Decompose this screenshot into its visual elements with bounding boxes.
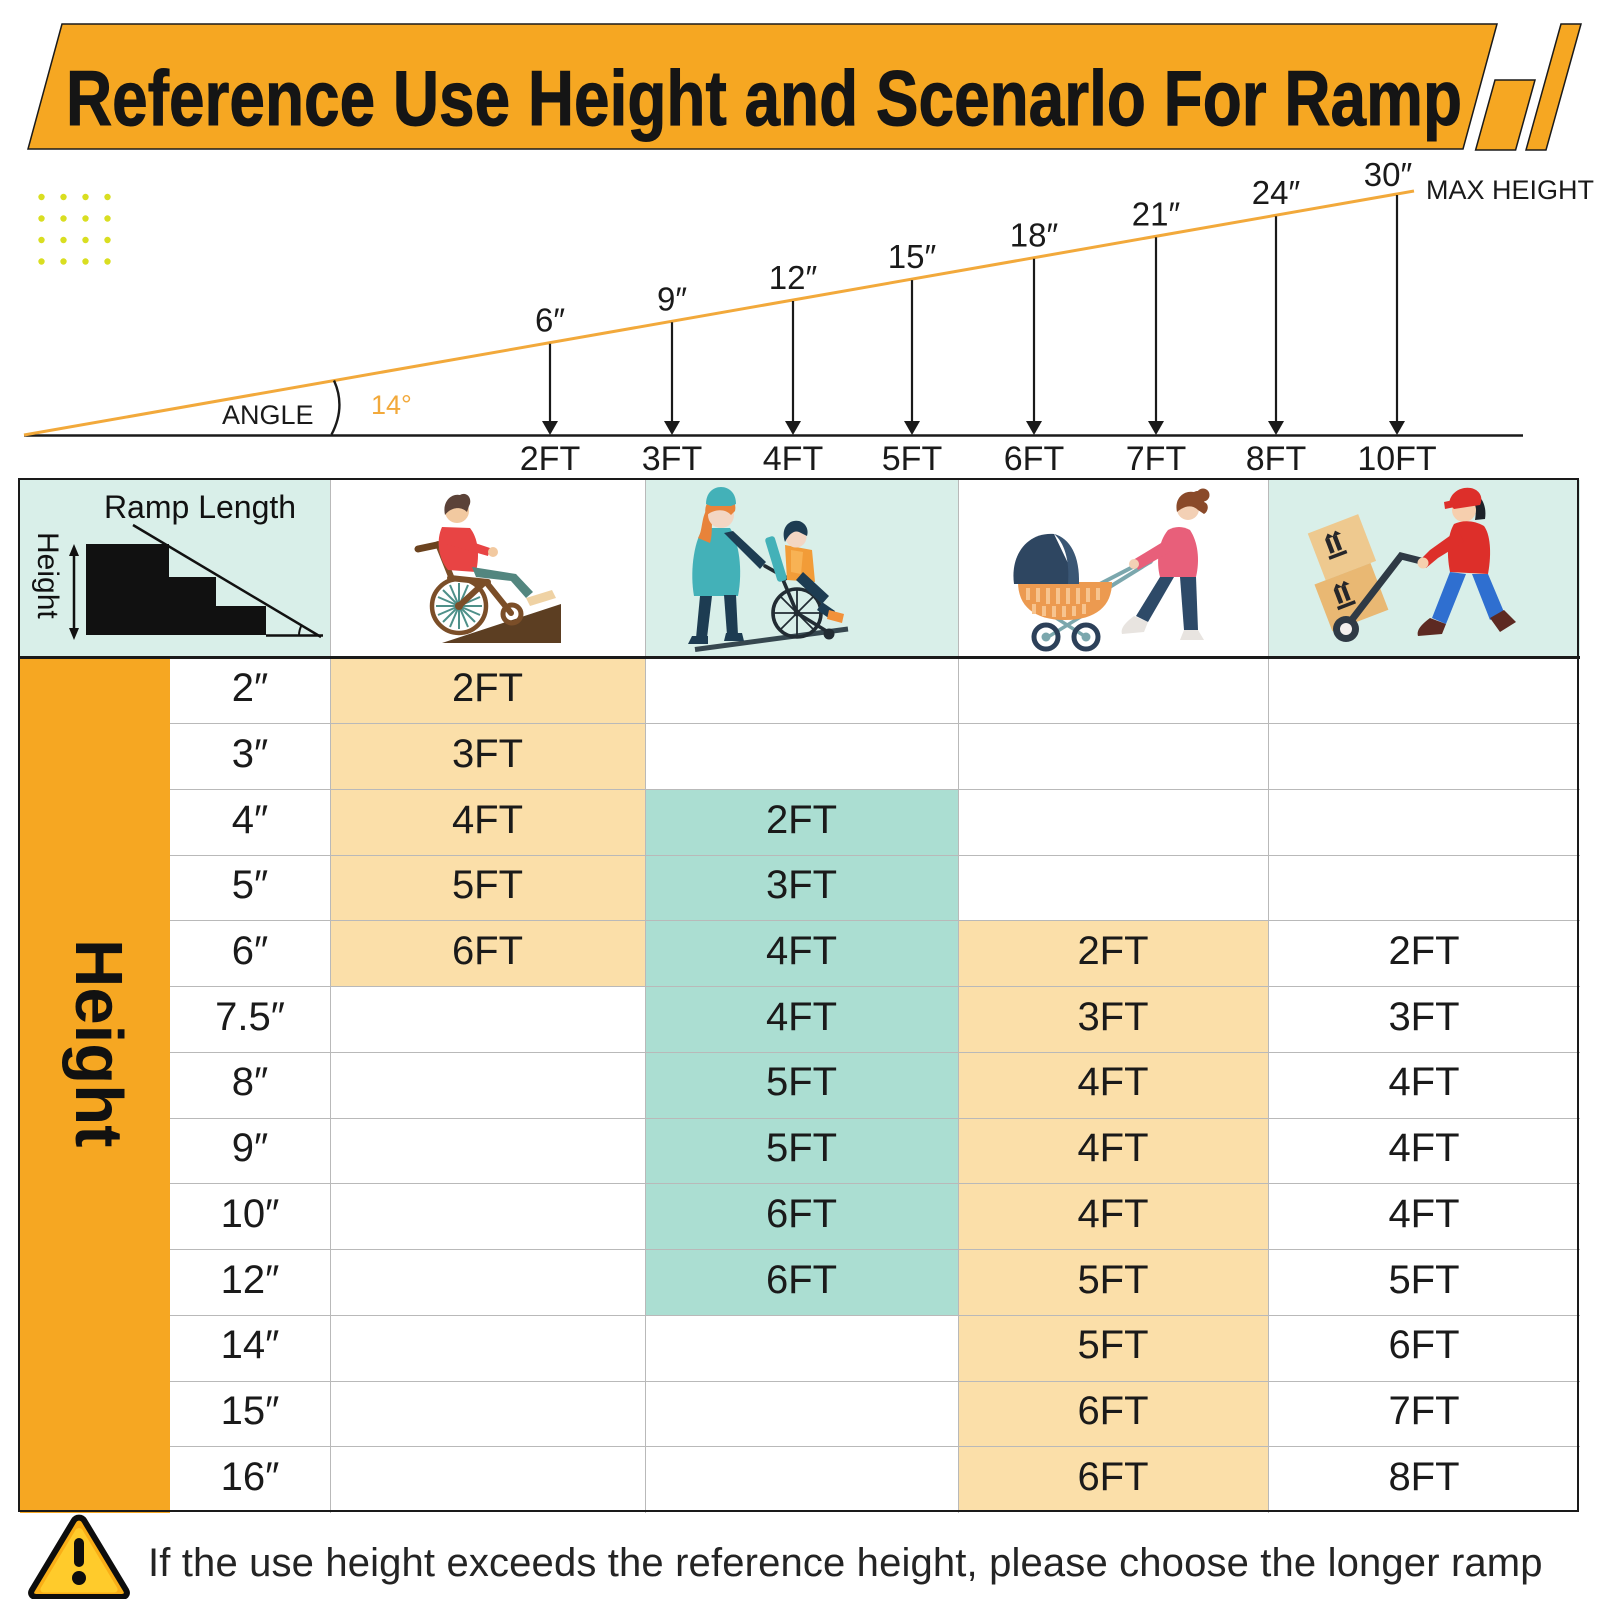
svg-text:14°: 14° (371, 390, 412, 420)
svg-text:5FT: 5FT (882, 440, 942, 478)
svg-text:12″: 12″ (769, 259, 818, 296)
svg-text:18″: 18″ (1010, 217, 1059, 254)
svg-text:Height: Height (31, 532, 64, 619)
svg-text:6″: 6″ (535, 302, 565, 339)
svg-text:Reference Use Height and Scena: Reference Use Height and Scenarlo For Ra… (66, 54, 1462, 142)
svg-text:Ramp Length: Ramp Length (104, 489, 296, 525)
svg-text:3FT: 3FT (642, 440, 702, 478)
svg-text:24″: 24″ (1252, 174, 1301, 211)
svg-text:30″: 30″ (1364, 156, 1413, 193)
svg-text:4FT: 4FT (763, 440, 823, 478)
svg-text:6FT: 6FT (1004, 440, 1064, 478)
svg-text:8FT: 8FT (1246, 440, 1306, 478)
svg-text:7FT: 7FT (1126, 440, 1186, 478)
svg-text:Height: Height (61, 939, 136, 1147)
svg-text:2FT: 2FT (520, 440, 580, 478)
svg-text:10FT: 10FT (1357, 440, 1436, 478)
svg-text:MAX HEIGHT: MAX HEIGHT (1426, 175, 1594, 205)
svg-text:ANGLE: ANGLE (222, 400, 314, 430)
svg-text:9″: 9″ (657, 280, 687, 317)
svg-text:15″: 15″ (888, 238, 937, 275)
svg-text:21″: 21″ (1132, 195, 1181, 232)
